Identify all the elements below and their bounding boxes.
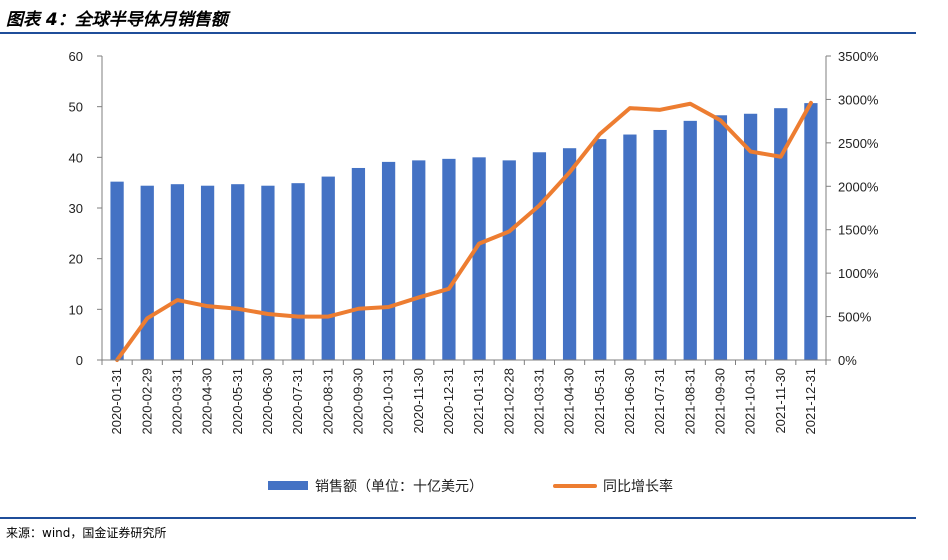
x-tick-label: 2020-02-29 [139, 368, 154, 435]
x-tick-label: 2021-04-30 [562, 368, 577, 435]
axes: 0 10 20 30 40 50 60 0% 500% 1000% 1500% 2000% 2500% 3… [69, 49, 879, 435]
bar [502, 160, 516, 360]
x-tick-label: 2020-09-30 [350, 368, 365, 435]
figure-title: 图表 4：全球半导体月销售额 [6, 10, 228, 30]
x-tick-label: 2021-07-31 [652, 368, 667, 435]
bar [442, 158, 456, 360]
legend-bar-swatch [268, 481, 308, 490]
bar [381, 161, 396, 360]
left-tick-label: 30 [69, 201, 83, 216]
x-tick-label: 2021-02-28 [501, 368, 516, 435]
x-tick-label: 2020-12-31 [441, 368, 456, 435]
x-tick-label: 2021-12-31 [803, 368, 818, 435]
growth-line [115, 100, 813, 362]
bar [231, 184, 245, 360]
x-tick-label: 2020-10-31 [381, 368, 396, 435]
x-tick-label: 2020-05-31 [230, 368, 245, 435]
x-tick-label: 2020-07-31 [290, 368, 305, 435]
bar [291, 183, 305, 360]
bar-series [110, 103, 818, 361]
legend-bar-label: 销售额（单位：十亿美元） [315, 479, 483, 495]
bar [623, 134, 637, 360]
x-tick-label: 2021-06-30 [622, 368, 637, 435]
x-tick-label: 2020-08-31 [320, 368, 335, 435]
bar [593, 139, 607, 360]
legend-line-label: 同比增长率 [603, 478, 673, 495]
bar [774, 108, 788, 360]
left-tick-label: 50 [69, 100, 83, 115]
x-tick-label: 2021-09-30 [712, 368, 727, 435]
bar [713, 115, 728, 360]
right-tick-label: 2500% [838, 136, 879, 151]
right-tick-label: 500% [838, 310, 872, 325]
x-tick-label: 2021-08-31 [682, 368, 697, 435]
x-tick-label: 2021-10-31 [743, 368, 758, 435]
left-tick-label: 20 [69, 252, 83, 267]
x-tick-label: 2020-01-31 [109, 368, 124, 435]
line-series [115, 100, 813, 362]
bottom-rule [0, 517, 916, 519]
right-tick-label: 3000% [838, 92, 879, 107]
left-tick-label: 10 [69, 302, 83, 317]
right-tick-label: 2000% [838, 179, 879, 194]
bar [321, 176, 335, 360]
bar [261, 185, 275, 360]
left-tick-label: 40 [69, 150, 83, 165]
left-tick-label: 0 [76, 353, 83, 368]
x-tick-label: 2021-03-31 [531, 368, 546, 435]
right-tick-label: 1500% [838, 223, 879, 238]
bar [472, 157, 486, 360]
bar [653, 129, 667, 360]
bar [683, 120, 697, 360]
source-note: 来源：wind，国金证券研究所 [6, 526, 167, 540]
legend: 销售额（单位：十亿美元） 同比增长率 [268, 478, 673, 495]
bar [532, 152, 547, 360]
bar [412, 160, 426, 360]
right-tick-label: 0% [838, 353, 857, 368]
x-tick-label: 2020-03-31 [169, 368, 184, 435]
bar [743, 113, 758, 360]
right-tick-label: 3500% [838, 49, 879, 64]
bar [804, 103, 818, 361]
x-tick-label: 2021-05-31 [592, 368, 607, 435]
left-tick-label: 60 [69, 49, 83, 64]
bar [200, 185, 215, 360]
top-rule [0, 32, 916, 34]
x-tick-label: 2021-11-30 [773, 368, 788, 434]
x-tick-label: 2020-11-30 [411, 368, 426, 434]
combo-chart: 0 10 20 30 40 50 60 0% 500% 1000% 1500% 2000% 2500% 3… [69, 49, 879, 495]
bar [351, 167, 366, 360]
x-tick-label: 2021-01-31 [471, 368, 486, 435]
bar [170, 184, 185, 360]
bar [110, 181, 124, 360]
right-tick-label: 1000% [838, 266, 879, 281]
x-tick-label: 2020-06-30 [260, 368, 275, 435]
bar [140, 185, 154, 360]
x-tick-label: 2020-04-30 [200, 368, 215, 435]
bar [562, 148, 577, 360]
